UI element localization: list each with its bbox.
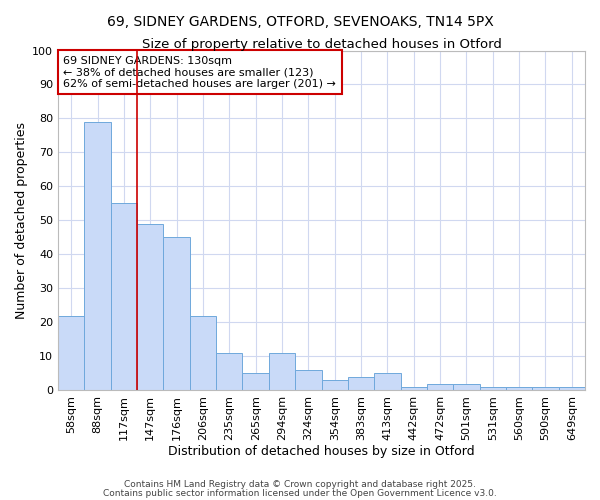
Y-axis label: Number of detached properties: Number of detached properties	[15, 122, 28, 319]
Bar	[85, 122, 111, 390]
Text: Contains public sector information licensed under the Open Government Licence v3: Contains public sector information licen…	[103, 488, 497, 498]
Text: 69, SIDNEY GARDENS, OTFORD, SEVENOAKS, TN14 5PX: 69, SIDNEY GARDENS, OTFORD, SEVENOAKS, T…	[107, 15, 493, 29]
Bar	[453, 384, 479, 390]
Bar	[559, 387, 585, 390]
Bar	[348, 377, 374, 390]
Bar	[295, 370, 322, 390]
Bar	[58, 316, 85, 390]
Bar	[374, 374, 401, 390]
Bar	[242, 374, 269, 390]
Bar	[163, 238, 190, 390]
Text: Contains HM Land Registry data © Crown copyright and database right 2025.: Contains HM Land Registry data © Crown c…	[124, 480, 476, 489]
Bar	[111, 204, 137, 390]
Bar	[506, 387, 532, 390]
Bar	[190, 316, 216, 390]
Title: Size of property relative to detached houses in Otford: Size of property relative to detached ho…	[142, 38, 502, 51]
Text: 69 SIDNEY GARDENS: 130sqm
← 38% of detached houses are smaller (123)
62% of semi: 69 SIDNEY GARDENS: 130sqm ← 38% of detac…	[63, 56, 336, 89]
Bar	[401, 387, 427, 390]
Bar	[322, 380, 348, 390]
Bar	[479, 387, 506, 390]
Bar	[269, 353, 295, 391]
Bar	[427, 384, 453, 390]
Bar	[216, 353, 242, 391]
X-axis label: Distribution of detached houses by size in Otford: Distribution of detached houses by size …	[168, 444, 475, 458]
Bar	[532, 387, 559, 390]
Bar	[137, 224, 163, 390]
